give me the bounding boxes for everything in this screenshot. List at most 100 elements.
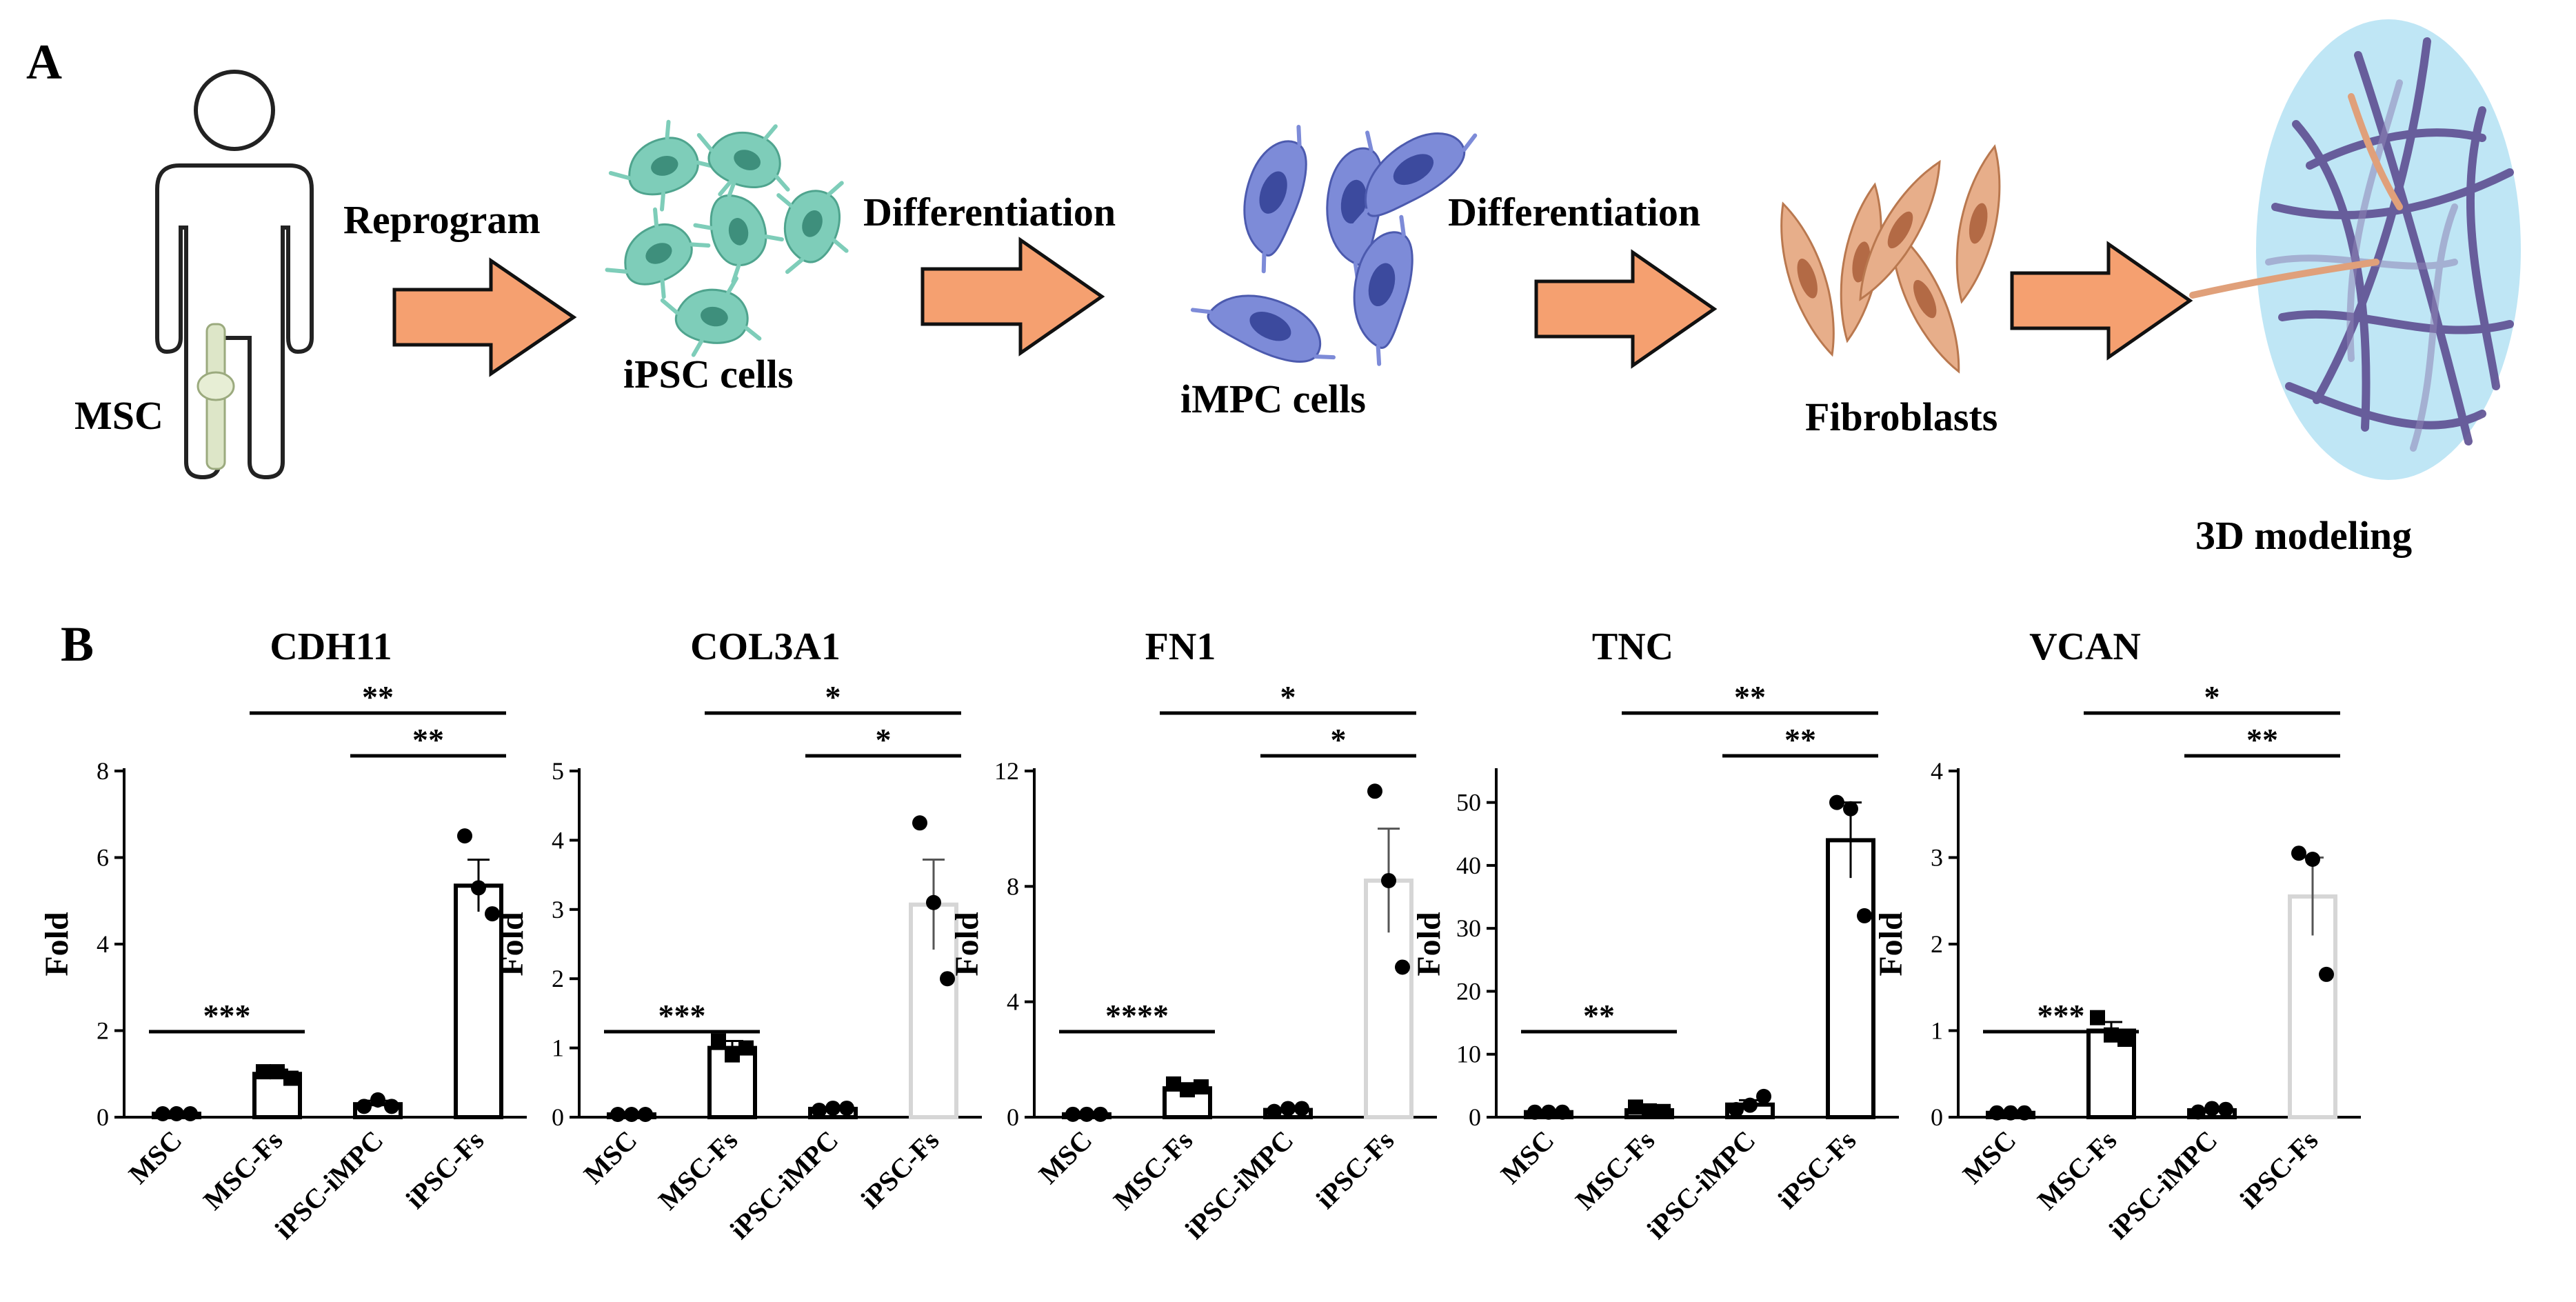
x-tick-label: MSC [123, 1125, 188, 1190]
y-axis-label: Fold [1411, 912, 1447, 976]
y-tick-label: 4 [552, 826, 564, 854]
chart-title: FN1 [1145, 625, 1216, 668]
arrow-label-reprogram: Reprogram [343, 197, 541, 242]
data-point [1541, 1104, 1556, 1120]
data-point [711, 1033, 726, 1049]
y-tick-label: 4 [97, 930, 109, 958]
significance-label: *** [2037, 998, 2085, 1033]
x-tick-label: MSC [578, 1125, 643, 1190]
significance-label: ** [362, 679, 394, 714]
y-tick-label: 0 [1931, 1103, 1943, 1131]
data-point [256, 1064, 271, 1080]
y-axis-label: Fold [494, 912, 530, 976]
chart-title: CDH11 [270, 625, 392, 668]
y-tick-label: 0 [97, 1103, 109, 1131]
data-point [1093, 1106, 1108, 1122]
x-tick-label: MSC-Fs [1107, 1125, 1198, 1216]
y-tick-label: 40 [1456, 852, 1481, 879]
y-tick-label: 4 [1007, 988, 1019, 1016]
significance-label: * [825, 679, 841, 714]
x-tick-label: MSC-Fs [2031, 1125, 2122, 1216]
data-point [1065, 1106, 1080, 1122]
data-point [2291, 845, 2306, 861]
data-point [2218, 1101, 2233, 1117]
significance-label: ** [2246, 722, 2278, 757]
data-point [1294, 1101, 1309, 1116]
data-point [1642, 1103, 1657, 1119]
y-tick-label: 10 [1456, 1041, 1481, 1068]
y-tick-label: 8 [1007, 872, 1019, 900]
panel-a: A MSC Reprogram Differentiation Differen… [26, 19, 2521, 558]
y-tick-label: 2 [97, 1017, 109, 1045]
process-arrow-icon [2010, 241, 2193, 361]
data-point [926, 894, 941, 910]
fibroblasts-illustration [1765, 141, 2013, 380]
y-tick-label: 3 [1931, 844, 1943, 872]
y-tick-label: 4 [1931, 757, 1943, 785]
significance-label: ** [412, 722, 444, 757]
y-tick-label: 2 [1931, 930, 1943, 958]
ipsc-cells-illustration [592, 103, 867, 365]
data-point [283, 1070, 299, 1086]
x-tick-label: iPSC-Fs [1772, 1125, 1862, 1215]
data-point [738, 1040, 754, 1056]
significance-label: ** [1734, 679, 1766, 714]
x-tick-label: MSC-Fs [652, 1125, 743, 1216]
data-point [471, 880, 486, 896]
data-point [356, 1099, 372, 1114]
data-point [1194, 1079, 1209, 1095]
data-point [1395, 959, 1410, 975]
3d-model-sphere-illustration [2189, 19, 2521, 480]
data-point [940, 971, 955, 987]
data-point [1267, 1103, 1282, 1119]
significance-label: * [876, 722, 892, 757]
process-arrow-icon [1534, 249, 1718, 369]
y-tick-label: 3 [552, 896, 564, 923]
data-point [1180, 1082, 1195, 1098]
y-tick-label: 0 [1469, 1103, 1481, 1131]
stage-label-fibroblasts: Fibroblasts [1805, 394, 1998, 439]
data-point [2319, 966, 2334, 982]
chart-title: COL3A1 [690, 625, 841, 668]
stage-label-ipsc: iPSC cells [623, 352, 793, 397]
significance-label: * [1280, 679, 1296, 714]
x-tick-label: MSC-Fs [1569, 1125, 1660, 1216]
process-arrow-icon [920, 237, 1105, 357]
arrow-label-differentiation-2: Differentiation [1448, 190, 1700, 234]
chart-title: VCAN [2029, 625, 2141, 668]
significance-label: *** [658, 998, 706, 1033]
data-point [2090, 1010, 2105, 1025]
data-point [825, 1100, 841, 1116]
significance-label: ** [1583, 998, 1615, 1033]
bar [1826, 838, 1875, 1120]
data-point [1656, 1103, 1671, 1119]
data-point [485, 906, 500, 922]
data-point [1367, 783, 1382, 799]
data-point [912, 815, 927, 831]
data-point [1989, 1105, 2004, 1121]
chart-title: TNC [1592, 625, 1673, 668]
x-tick-label: iPSC-iMPC [724, 1125, 845, 1245]
data-point [1381, 872, 1396, 888]
data-point [1280, 1101, 1296, 1116]
y-axis-label: Fold [949, 912, 985, 976]
data-point [370, 1092, 385, 1108]
y-tick-label: 5 [552, 757, 564, 785]
data-point [2117, 1032, 2133, 1048]
x-tick-label: iPSC-Fs [1310, 1125, 1400, 1215]
process-arrow-icon [392, 257, 577, 377]
data-point [2191, 1104, 2206, 1120]
y-tick-label: 1 [1931, 1017, 1943, 1045]
y-tick-label: 20 [1456, 977, 1481, 1005]
data-point [1729, 1102, 1744, 1118]
panel-label-b: B [61, 617, 94, 672]
y-tick-label: 30 [1456, 914, 1481, 942]
